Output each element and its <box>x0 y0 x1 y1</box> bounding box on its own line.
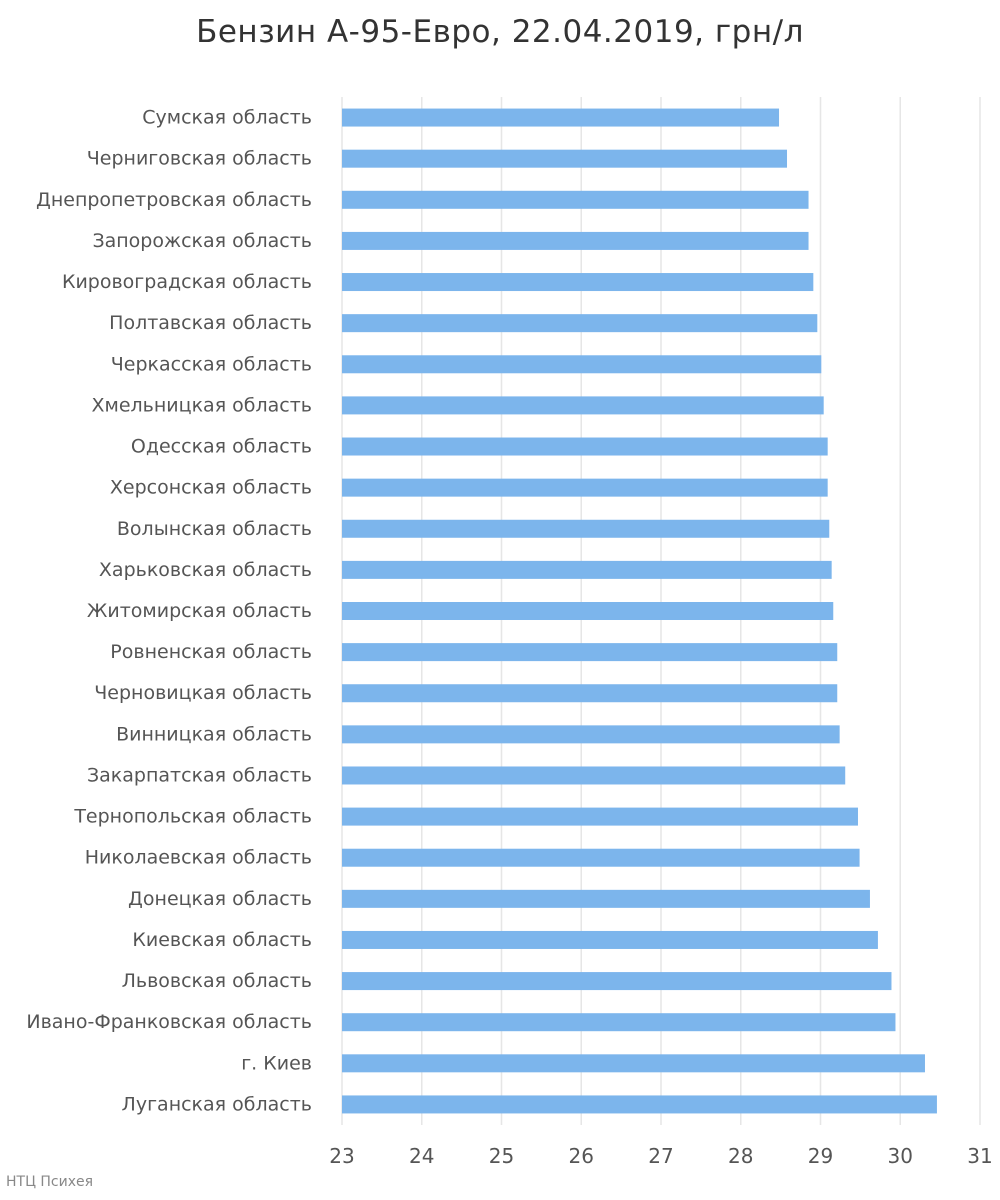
category-label: Закарпатская область <box>87 764 312 786</box>
category-label: Харьковская область <box>99 559 312 581</box>
bar <box>342 396 824 415</box>
bar <box>342 355 822 374</box>
category-label: Донецкая область <box>128 888 312 910</box>
x-tick-label: 29 <box>808 1144 833 1168</box>
bar <box>342 889 870 908</box>
category-label: Львовская область <box>122 970 312 992</box>
category-label: Сумская область <box>142 107 312 129</box>
category-label: Черкасская область <box>111 353 312 375</box>
x-tick-label: 28 <box>728 1144 753 1168</box>
category-label: Кировоградская область <box>62 271 312 293</box>
bar <box>342 149 788 168</box>
bar <box>342 1054 925 1073</box>
chart-title: Бензин А-95-Евро, 22.04.2019, грн/л <box>196 14 804 50</box>
bar <box>342 560 832 579</box>
category-label: Винницкая область <box>116 723 312 745</box>
category-label: Ивано-Франковская область <box>26 1011 312 1033</box>
bar <box>342 1013 896 1032</box>
category-label: Запорожская область <box>92 230 312 252</box>
bar <box>342 478 828 497</box>
bar <box>342 725 840 744</box>
bar <box>342 519 830 538</box>
bar <box>342 972 892 991</box>
bar <box>342 807 858 826</box>
category-label: Полтавская область <box>109 312 312 334</box>
bar <box>342 437 828 456</box>
category-label: Волынская область <box>117 518 312 540</box>
category-label: Киевская область <box>132 929 312 951</box>
x-tick-label: 31 <box>967 1144 992 1168</box>
x-tick-label: 27 <box>648 1144 673 1168</box>
category-label: Одесская область <box>131 436 312 458</box>
credit-label[interactable]: НТЦ Психея <box>6 1174 94 1190</box>
category-label: Житомирская область <box>87 600 312 622</box>
bar <box>342 190 809 209</box>
category-label: Ровненская область <box>110 641 312 663</box>
bar <box>342 108 780 127</box>
x-tick-label: 30 <box>888 1144 913 1168</box>
bar <box>342 231 809 250</box>
category-label: г. Киев <box>241 1052 312 1074</box>
category-label: Черновицкая область <box>94 682 312 704</box>
category-label: Хмельницкая область <box>91 394 312 416</box>
category-label: Черниговская область <box>87 148 312 170</box>
bar <box>342 1095 937 1114</box>
category-label: Днепропетровская область <box>36 189 312 211</box>
bar <box>342 766 846 785</box>
bar <box>342 848 860 867</box>
x-tick-label: 25 <box>489 1144 514 1168</box>
x-tick-label: 26 <box>569 1144 594 1168</box>
bar <box>342 602 834 620</box>
category-label: Тернопольская область <box>73 806 312 828</box>
category-label: Николаевская область <box>85 847 312 869</box>
x-tick-label: 23 <box>329 1144 354 1168</box>
bar <box>342 314 818 333</box>
bar <box>342 930 878 949</box>
bar <box>342 684 838 703</box>
bar <box>342 643 838 662</box>
bar <box>342 273 814 292</box>
category-label: Луганская область <box>122 1093 312 1115</box>
x-tick-label: 24 <box>409 1144 434 1168</box>
category-label: Херсонская область <box>110 477 312 499</box>
